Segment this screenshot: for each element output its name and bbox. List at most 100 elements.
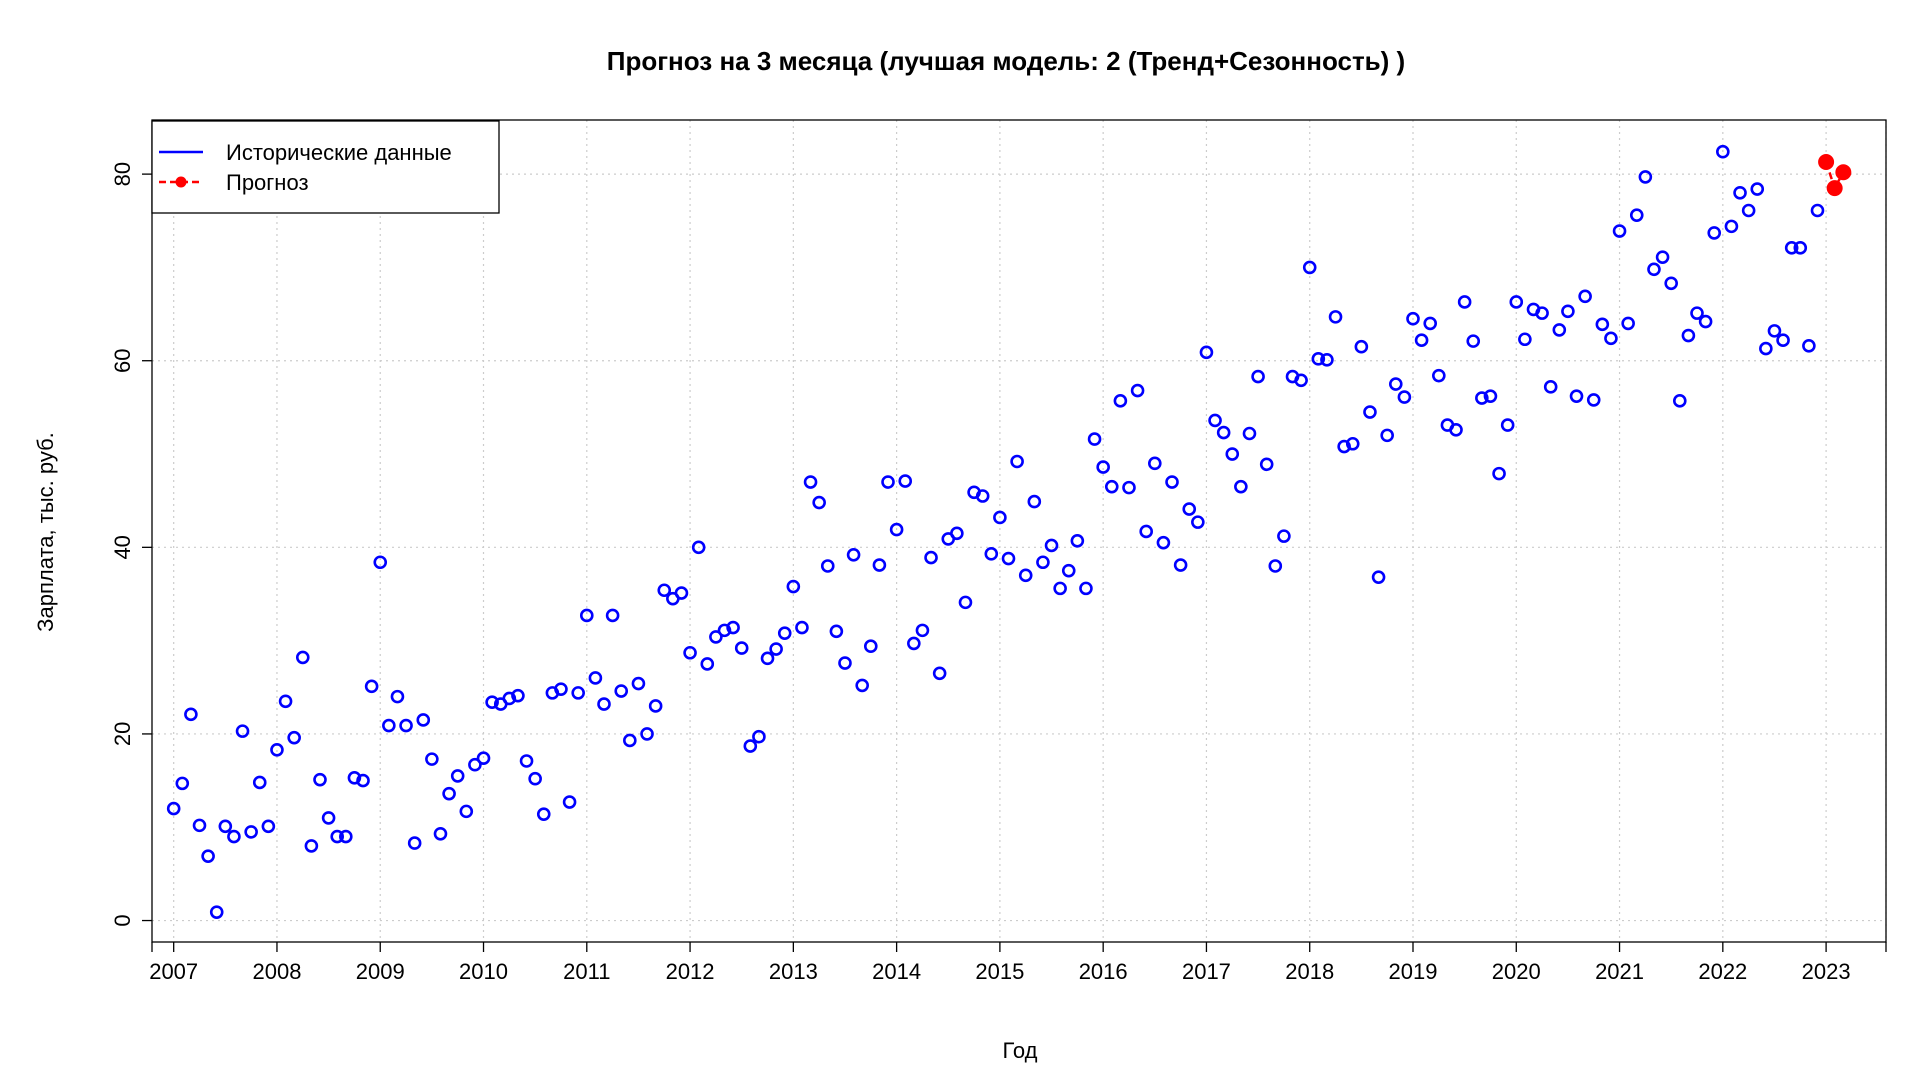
historical-point <box>450 769 465 783</box>
legend-forecast-marker <box>175 176 187 188</box>
historical-point <box>192 818 207 833</box>
historical-point <box>1621 316 1635 331</box>
historical-point <box>1586 393 1601 407</box>
historical-point <box>1741 203 1756 218</box>
historical-point <box>717 623 732 638</box>
historical-point <box>1216 425 1231 440</box>
historical-point <box>416 713 431 727</box>
historical-point <box>1784 241 1799 255</box>
historical-point <box>321 811 336 825</box>
historical-point <box>993 510 1007 525</box>
historical-point <box>1087 432 1102 446</box>
historical-point <box>1311 352 1326 366</box>
historical-point <box>304 839 319 853</box>
historical-point <box>330 829 345 844</box>
x-tick-label: 2010 <box>459 959 508 984</box>
legend-box <box>151 120 500 214</box>
historical-point <box>1500 418 1515 432</box>
historical-point <box>1578 289 1592 304</box>
historical-point <box>1561 304 1575 319</box>
historical-point <box>313 772 327 787</box>
historical-point <box>907 636 921 651</box>
historical-point <box>691 540 706 555</box>
historical-point <box>648 699 663 713</box>
x-tick-label: 2011 <box>563 959 610 984</box>
historical-point <box>1388 377 1403 391</box>
y-tick-label: 60 <box>110 348 135 372</box>
historical-point <box>631 676 646 691</box>
x-tick-label: 2016 <box>1079 959 1128 984</box>
historical-point <box>485 695 499 710</box>
y-tick-label: 0 <box>110 914 135 926</box>
historical-point <box>1277 529 1291 543</box>
historical-point <box>1690 306 1704 320</box>
historical-point <box>640 727 654 741</box>
historical-point <box>382 718 396 733</box>
historical-point <box>786 579 801 594</box>
historical-point <box>623 733 637 748</box>
historical-point <box>1096 460 1110 474</box>
historical-point <box>932 666 947 681</box>
historical-point <box>1122 480 1136 495</box>
forecast-point <box>1818 153 1835 170</box>
historical-point <box>433 826 448 841</box>
x-axis: 2007 2008 2009 2010 2011 2012 2013 2014 2015 2016… <box>149 942 1887 984</box>
historical-point <box>287 730 301 745</box>
historical-point <box>1414 333 1429 347</box>
historical-point <box>872 558 887 572</box>
historical-point <box>1724 219 1739 234</box>
forecast-point <box>1826 180 1843 197</box>
x-tick-label: 2023 <box>1802 959 1851 984</box>
historical-point <box>855 678 869 693</box>
historical-point <box>1629 208 1644 222</box>
historical-point <box>1681 328 1696 343</box>
historical-point <box>829 624 844 639</box>
historical-point <box>399 718 413 733</box>
historical-point <box>347 770 362 785</box>
historical-point <box>235 724 250 738</box>
historical-point <box>166 801 181 816</box>
historical-point <box>812 495 826 510</box>
historical-point <box>881 475 895 489</box>
historical-point <box>1698 314 1713 329</box>
historical-point <box>1638 170 1653 184</box>
historical-point <box>1018 568 1033 583</box>
historical-point <box>743 739 758 753</box>
historical-point <box>820 559 835 573</box>
plot-frame <box>151 119 1887 943</box>
historical-point <box>846 547 861 562</box>
historical-point <box>924 550 938 565</box>
historical-point <box>1492 466 1506 481</box>
x-tick-label: 2008 <box>252 959 301 984</box>
historical-point <box>252 775 267 790</box>
historical-point <box>1750 182 1765 196</box>
historical-point <box>1191 515 1205 529</box>
historical-point <box>1664 276 1678 291</box>
historical-point <box>1509 295 1524 309</box>
historical-point <box>1234 479 1248 494</box>
historical-point <box>209 905 224 919</box>
historical-point <box>1716 144 1730 159</box>
historical-point <box>261 819 276 834</box>
historical-point <box>889 522 904 537</box>
historical-point <box>1242 426 1257 441</box>
x-tick-label: 2017 <box>1182 959 1231 984</box>
historical-point <box>1552 323 1567 337</box>
historical-point <box>915 623 930 638</box>
historical-point <box>1569 389 1584 403</box>
historical-point <box>1113 394 1128 408</box>
historical-point <box>769 642 783 656</box>
historical-point <box>476 751 491 765</box>
historical-point <box>1104 479 1119 494</box>
historical-point <box>614 684 629 698</box>
historical-point <box>1165 475 1179 489</box>
historical-point <box>1707 226 1722 240</box>
historical-point <box>218 819 233 834</box>
historical-point <box>1793 241 1808 255</box>
historical-point <box>760 651 775 666</box>
historical-point <box>1604 331 1618 346</box>
historical-point <box>1595 317 1610 332</box>
x-tick-label: 2021 <box>1595 959 1644 984</box>
historical-point <box>1268 559 1283 573</box>
